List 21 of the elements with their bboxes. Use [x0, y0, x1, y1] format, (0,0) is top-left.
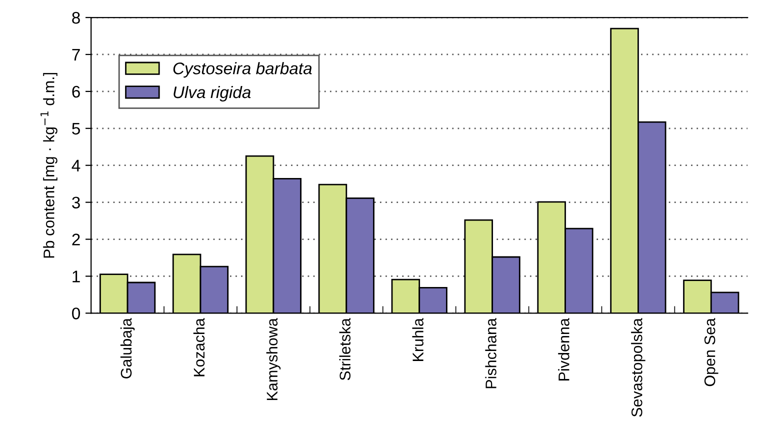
y-tick-label: 6: [72, 86, 80, 98]
legend-label: Cystoseira barbata: [173, 62, 312, 78]
x-tick-label: Sevastopolska: [631, 318, 646, 417]
x-tick-label: Kamyshowa: [266, 318, 281, 400]
y-tick-label: 8: [72, 12, 80, 24]
y-tick-label: 2: [72, 234, 80, 246]
x-tick-label: Kozacha: [193, 318, 205, 376]
y-tick-label: 3: [72, 196, 80, 209]
y-tick-label: 1: [72, 270, 80, 282]
y-axis-title: Pb content [mg · kg$^{−1}$ d.m.]: [40, 73, 58, 258]
x-tick-label: Kruhla: [412, 318, 424, 361]
y-tick-label: 7: [72, 49, 80, 61]
x-tick-label: Galubaja: [120, 318, 135, 378]
y-tick-label: 0: [72, 308, 80, 320]
x-tick-label: Open Sea: [704, 318, 718, 386]
y-tick-label: 5: [72, 122, 80, 135]
x-tick-label: Pivdenna: [558, 318, 570, 380]
legend-label: Ulva rigida: [174, 86, 251, 102]
x-tick-label: Pishchana: [485, 318, 496, 388]
y-tick-label: 4: [72, 160, 80, 172]
x-tick-label: Striletska: [339, 318, 350, 380]
